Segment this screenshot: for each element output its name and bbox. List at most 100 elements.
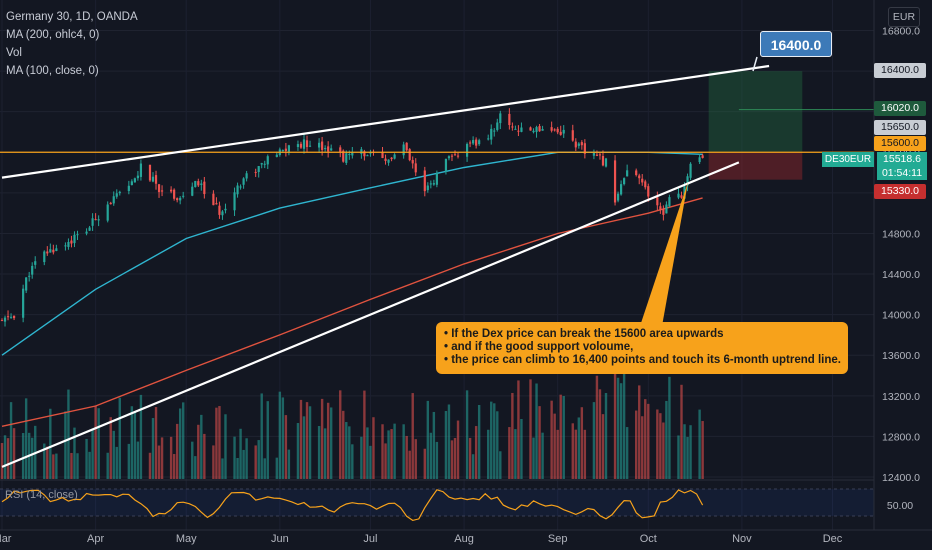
volume-bar: [493, 403, 496, 479]
candle-body: [342, 150, 345, 162]
candle-body: [604, 158, 608, 167]
volume-bar: [109, 417, 112, 479]
volume-bar: [363, 390, 366, 479]
candle-body: [12, 315, 16, 319]
volume-bar: [339, 390, 342, 479]
volume-bar: [70, 452, 73, 479]
candle-body: [583, 143, 586, 154]
candle-body: [112, 196, 115, 204]
candle-body: [656, 197, 659, 206]
volume-bar: [583, 429, 587, 479]
volume-bar: [668, 376, 671, 479]
volume-bar: [203, 433, 206, 479]
candle-body: [28, 275, 31, 277]
candle-body: [321, 141, 324, 150]
volume-bar: [127, 443, 131, 479]
candle-body: [601, 155, 605, 166]
candle-body: [402, 144, 405, 156]
rsi-legend[interactable]: RSI (14, close): [5, 489, 78, 501]
volume-bar: [88, 451, 91, 479]
x-tick-label: Apr: [87, 533, 104, 545]
volume-legend[interactable]: Vol: [6, 47, 22, 59]
volume-bar: [302, 416, 306, 479]
y-tick-label: 16800.0: [882, 26, 920, 38]
candle-body: [345, 153, 348, 163]
candle-body: [616, 193, 620, 201]
volume-bar: [0, 443, 4, 479]
candle-body: [263, 163, 266, 165]
volume-bar: [517, 380, 520, 479]
candle-body: [194, 180, 197, 188]
callout-line-1: • If the Dex price can break the 15600 a…: [444, 328, 724, 340]
candle-body: [592, 153, 596, 156]
volume-bar: [64, 411, 67, 479]
volume-bar: [390, 429, 393, 479]
candle-body: [318, 142, 321, 148]
volume-bar: [266, 401, 269, 479]
candle-body: [160, 190, 164, 192]
candle-body: [31, 265, 34, 275]
volume-bar: [456, 420, 460, 479]
price-label-15600: 15600.0: [874, 136, 926, 151]
candle-body: [453, 154, 457, 156]
candle-body: [191, 186, 194, 196]
candle-body: [339, 147, 342, 153]
analysis-callout[interactable]: • If the Dex price can break the 15600 a…: [436, 322, 848, 374]
volume-bar: [55, 453, 58, 479]
candle-body: [9, 316, 13, 318]
candle-body: [118, 191, 121, 194]
volume-bar: [435, 441, 439, 479]
volume-bar: [12, 428, 16, 479]
candle-body: [423, 170, 426, 192]
candle-body: [580, 142, 583, 146]
price-label-16020: 16020.0: [874, 101, 926, 116]
candle-body: [233, 192, 236, 211]
candle-body: [215, 203, 218, 205]
x-tick-label: Jun: [271, 533, 289, 545]
volume-bar: [559, 394, 562, 479]
ma200-legend[interactable]: MA (200, ohlc4, 0): [6, 29, 100, 41]
volume-bar: [106, 452, 109, 479]
volume-bar: [553, 413, 556, 479]
candle-body: [34, 261, 37, 265]
volume-bar: [432, 411, 436, 479]
candle-body: [647, 186, 650, 197]
volume-bar: [323, 428, 327, 479]
currency-button[interactable]: EUR: [888, 7, 920, 27]
candle-body: [109, 202, 112, 205]
target-pointer: [752, 56, 758, 72]
target-price-label[interactable]: 16400.0: [760, 31, 832, 57]
candle-body: [369, 152, 372, 154]
candle-body: [541, 129, 544, 131]
candle-body: [508, 113, 511, 126]
volume-bar: [414, 439, 417, 479]
lower-trend-line: [1, 161, 740, 468]
volume-bar: [366, 427, 369, 479]
candle-body: [613, 160, 617, 203]
volume-bar: [369, 445, 372, 479]
candle-body: [680, 195, 683, 198]
candle-body: [620, 184, 623, 195]
candle-body: [698, 157, 701, 163]
volume-bar: [218, 406, 221, 479]
candle-body: [133, 178, 136, 183]
rsi-line: [1, 489, 704, 522]
volume-bar: [254, 445, 257, 479]
volume-bar: [644, 399, 647, 479]
volume-bar: [194, 456, 197, 479]
candle-body: [236, 185, 239, 195]
symbol-title[interactable]: Germany 30, 1D, OANDA: [6, 11, 138, 23]
candlesticks: [0, 108, 704, 327]
volume-bar: [619, 383, 623, 479]
y-tick-label: 13600.0: [882, 350, 920, 362]
volume-bar: [182, 402, 185, 479]
x-tick-label: Sep: [548, 533, 568, 545]
candle-body: [182, 195, 185, 197]
volume-bar: [242, 449, 245, 479]
candle-body: [224, 208, 227, 211]
candle-body: [97, 219, 100, 221]
volume-bar: [275, 457, 279, 479]
ma100-legend[interactable]: MA (100, close, 0): [6, 65, 99, 77]
candle-body: [151, 176, 155, 182]
